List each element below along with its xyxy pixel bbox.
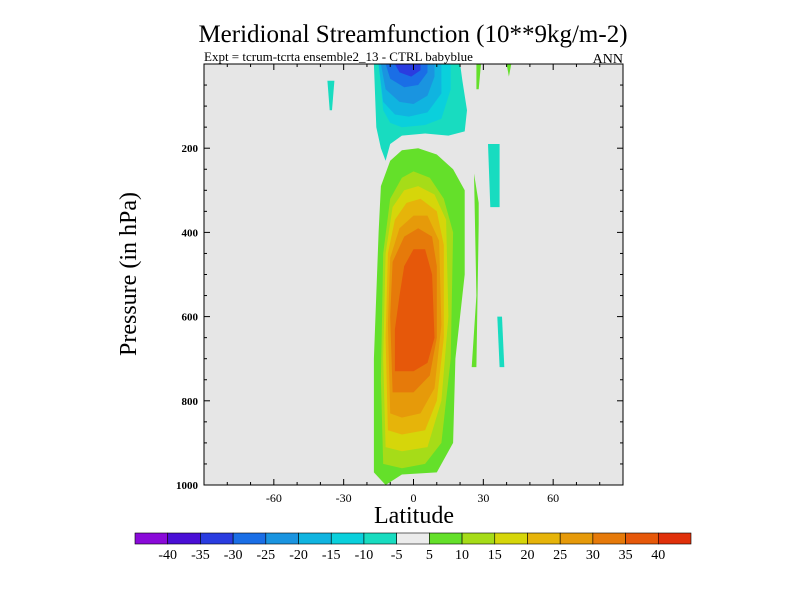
x-axis-label: Latitude <box>374 503 454 529</box>
colorbar-label: -20 <box>289 548 308 563</box>
colorbar-label: -25 <box>256 548 275 563</box>
contour-region-9 <box>506 64 512 77</box>
contour-region-6 <box>394 249 435 372</box>
colorbar-label: -5 <box>391 548 403 563</box>
y-tick-label: 1000 <box>176 480 199 492</box>
y-tick-label: 800 <box>182 396 199 408</box>
colorbar-bin <box>625 532 659 545</box>
plot-area: -60 -30 0 30 60 200 400 600 800 1000 <box>176 63 624 505</box>
colorbar-bin <box>429 532 463 545</box>
colorbar-label: 5 <box>426 548 433 563</box>
y-tick-label: 400 <box>182 227 199 239</box>
colorbar-label: 40 <box>651 548 665 563</box>
colorbar-bin <box>527 532 561 545</box>
colorbar-label: 35 <box>619 548 633 563</box>
x-tick-label: 60 <box>547 491 559 505</box>
x-tick-label: -30 <box>336 491 352 505</box>
colorbar-label: 30 <box>586 548 600 563</box>
chart-subtitle: Expt = tcrum-tcrta ensemble2_13 - CTRL b… <box>204 49 473 64</box>
x-tick-label: -60 <box>266 491 282 505</box>
contour-region-18 <box>394 64 421 77</box>
colorbar-bin <box>265 532 299 545</box>
colorbar-label: 15 <box>488 548 502 563</box>
colorbar-bin <box>134 532 169 545</box>
season-label: ANN <box>593 52 623 67</box>
colorbar-bin <box>396 532 430 545</box>
colorbar-bin <box>363 532 397 545</box>
colorbar-bin <box>461 532 496 545</box>
contour-region-10 <box>327 80 335 111</box>
colorbar-label: -30 <box>224 548 243 563</box>
colorbar-bin <box>657 532 692 545</box>
colorbar-label: 20 <box>520 548 534 563</box>
contour-region-7 <box>471 173 479 368</box>
colorbar-label: -15 <box>322 548 341 563</box>
colorbar-label: -35 <box>191 548 210 563</box>
colorbar-label: -40 <box>158 548 177 563</box>
colorbar-label: 10 <box>455 548 469 563</box>
colorbar-bin <box>200 532 234 545</box>
y-tick-label: 600 <box>182 312 199 324</box>
colorbar-label: -10 <box>355 548 374 563</box>
x-tick-label: 30 <box>477 491 489 505</box>
y-tick-label: 200 <box>182 143 199 155</box>
chart-title: Meridional Streamfunction (10**9kg/m-2) <box>198 21 627 48</box>
colorbar: -40 -35 -30 -25 -20 -15 -10 -5 5 10 15 20 25 30 35 40 <box>134 532 692 563</box>
colorbar-bin <box>298 532 332 545</box>
colorbar-label: 25 <box>553 548 567 563</box>
colorbar-bin <box>330 532 365 545</box>
contour-region-8 <box>476 64 481 90</box>
colorbar-bin <box>232 532 267 545</box>
contour-region-13 <box>497 316 505 368</box>
y-axis-label: Pressure (in hPa) <box>116 192 142 356</box>
contour-region-12 <box>488 144 500 208</box>
colorbar-bin <box>592 532 626 545</box>
colorbar-bin <box>167 532 201 545</box>
colorbar-bin <box>494 532 528 545</box>
x-tick-label: 0 <box>411 491 417 505</box>
colorbar-bin <box>559 532 594 545</box>
